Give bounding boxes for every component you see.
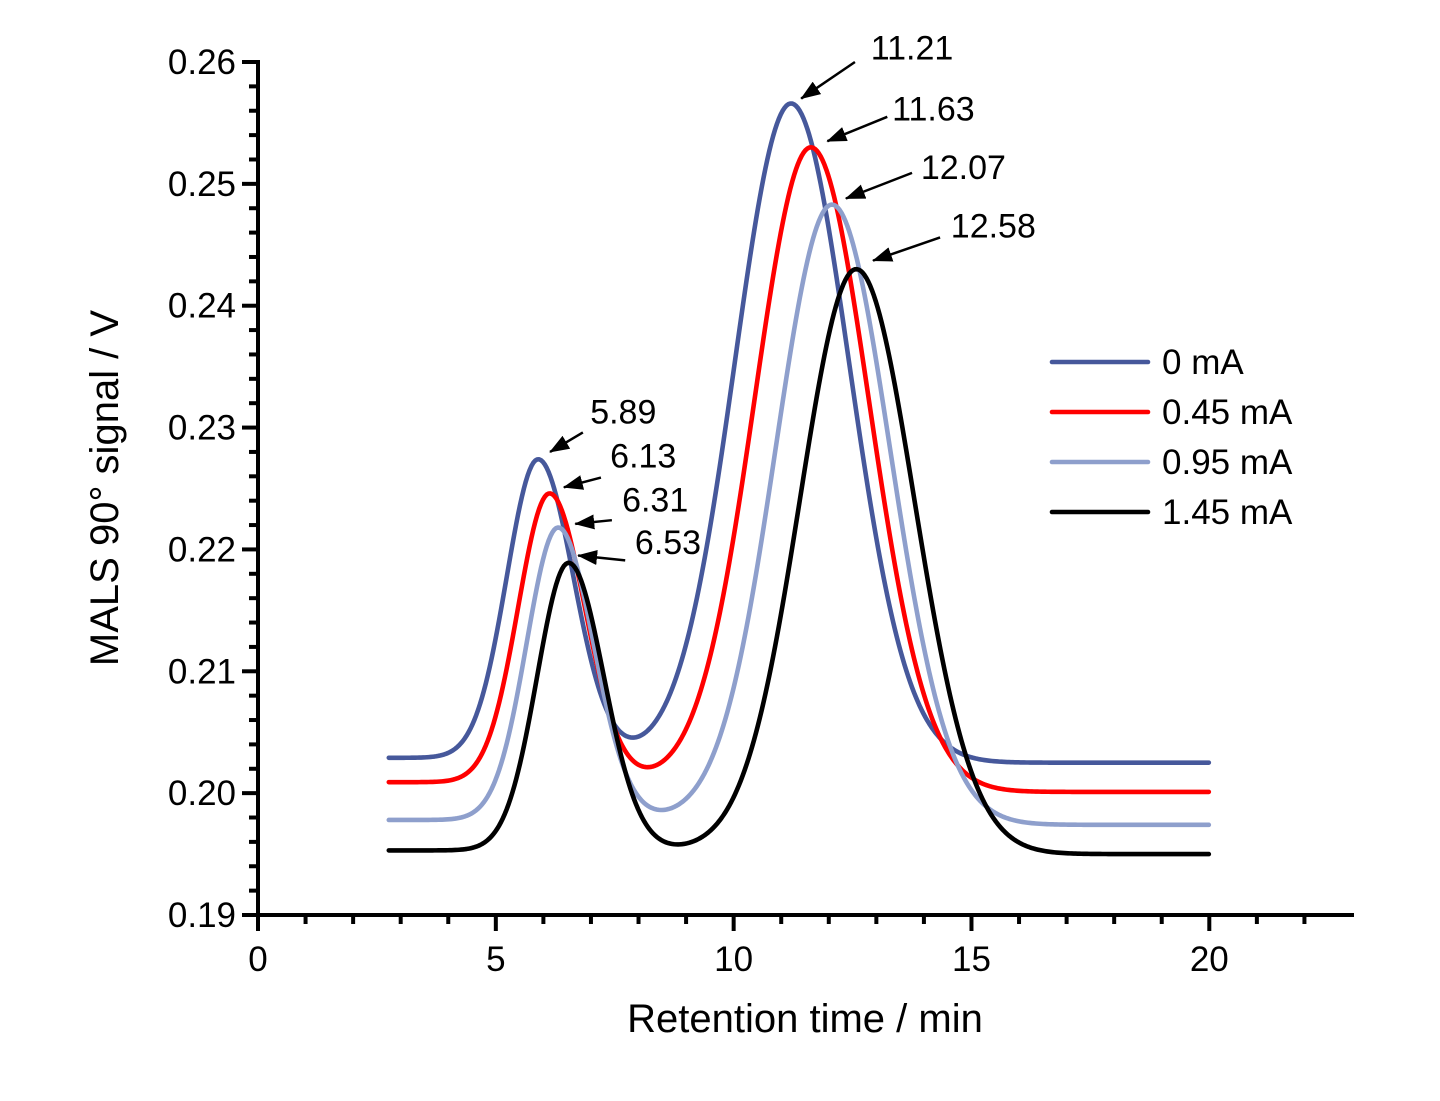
y-tick-label-0-21: 0.21 bbox=[168, 652, 236, 691]
peak-annotation-5-89: 5.89 bbox=[549, 394, 656, 454]
annotation-arrow bbox=[577, 550, 626, 565]
legend-entry-0-ma: 0 mA bbox=[1049, 343, 1244, 382]
legend-label-0-45-ma: 0.45 mA bbox=[1162, 393, 1293, 432]
series-curve-0-45-ma bbox=[386, 145, 1212, 795]
peak-annotation-11-63: 11.63 bbox=[826, 90, 975, 143]
annotation-arrow bbox=[549, 431, 584, 454]
annotation-arrow bbox=[562, 475, 602, 490]
annotation-label-6-13: 6.13 bbox=[610, 438, 676, 476]
annotation-arrow bbox=[826, 115, 888, 143]
annotation-arrow bbox=[800, 60, 856, 100]
legend-entry-0-95-ma: 0.95 mA bbox=[1049, 443, 1293, 482]
annotation-label-11-21: 11.21 bbox=[871, 29, 954, 67]
legend-label-0-95-ma: 0.95 mA bbox=[1162, 443, 1293, 482]
series-curve-0-95-ma bbox=[386, 202, 1212, 828]
peak-annotation-6-53: 6.53 bbox=[577, 524, 701, 565]
axes bbox=[256, 60, 1354, 917]
legend-entry-0-45-ma: 0.45 mA bbox=[1049, 393, 1293, 432]
annotation-label-6-53: 6.53 bbox=[635, 524, 701, 562]
annotation-arrow bbox=[844, 171, 913, 200]
peak-annotation-6-31: 6.31 bbox=[574, 481, 688, 530]
y-tick-label-0-24: 0.24 bbox=[168, 287, 236, 326]
x-tick-label-0: 0 bbox=[248, 940, 267, 979]
x-tick-label-15: 15 bbox=[952, 940, 991, 979]
y-tick-label-0-25: 0.25 bbox=[168, 165, 236, 204]
x-axis-title: Retention time / min bbox=[627, 997, 983, 1041]
annotation-label-6-31: 6.31 bbox=[622, 481, 688, 519]
annotation-label-5-89: 5.89 bbox=[590, 394, 656, 432]
series-curve-0-ma bbox=[386, 101, 1212, 765]
y-tick-label-0-26: 0.26 bbox=[168, 43, 236, 82]
peak-annotation-12-07: 12.07 bbox=[844, 149, 1006, 200]
series-curve-1-45-ma bbox=[386, 266, 1212, 857]
y-tick-label-0-20: 0.20 bbox=[168, 774, 236, 813]
annotation-label-11-63: 11.63 bbox=[892, 90, 975, 128]
legend-label-0-ma: 0 mA bbox=[1162, 343, 1244, 382]
peak-annotation-12-58: 12.58 bbox=[872, 207, 1036, 262]
y-axis-title: MALS 90° signal / V bbox=[83, 310, 127, 666]
legend-label-1-45-ma: 1.45 mA bbox=[1162, 493, 1293, 532]
y-tick-label-0-23: 0.23 bbox=[168, 409, 236, 448]
x-tick-label-20: 20 bbox=[1190, 940, 1229, 979]
y-tick-label-0-22: 0.22 bbox=[168, 530, 236, 569]
annotation-arrow bbox=[574, 514, 613, 530]
peak-annotation-11-21: 11.21 bbox=[800, 29, 954, 100]
y-tick-label-0-19: 0.19 bbox=[168, 896, 236, 935]
legend-entry-1-45-ma: 1.45 mA bbox=[1049, 493, 1293, 532]
annotation-arrow bbox=[872, 236, 941, 262]
x-tick-label-10: 10 bbox=[714, 940, 753, 979]
peak-annotation-6-13: 6.13 bbox=[562, 438, 676, 490]
annotation-label-12-07: 12.07 bbox=[921, 149, 1006, 187]
annotation-label-12-58: 12.58 bbox=[951, 207, 1036, 245]
x-tick-label-5: 5 bbox=[486, 940, 505, 979]
legend: 0 mA 0.45 mA 0.95 mA 1.45 mA bbox=[1049, 343, 1293, 532]
